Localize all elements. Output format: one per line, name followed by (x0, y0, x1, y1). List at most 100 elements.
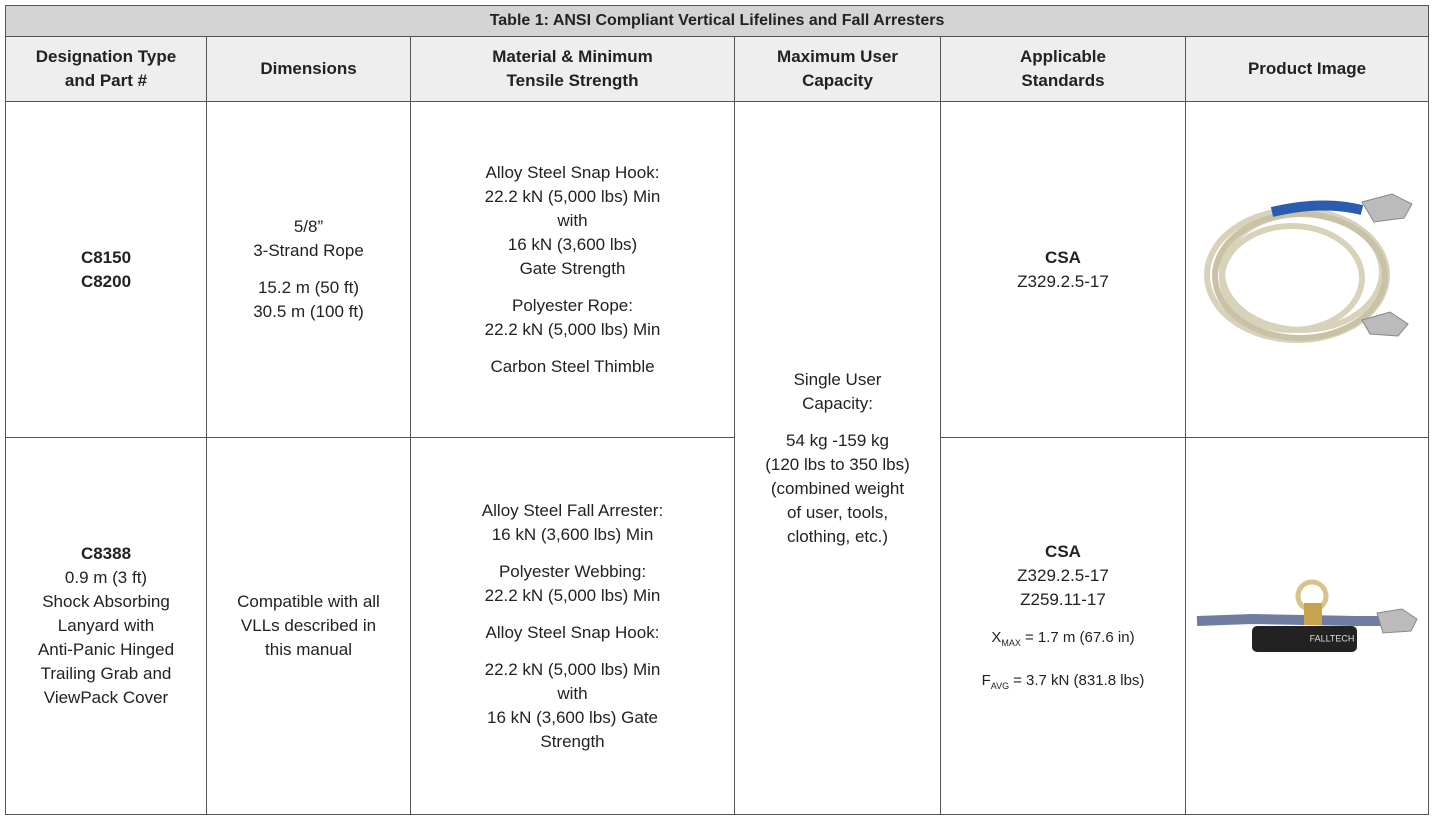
brand-label: FALLTECH (1310, 633, 1355, 643)
paragraph: Alloy Steel Snap Hook:22.2 kN (5,000 lbs… (417, 161, 728, 281)
symbol: F (982, 672, 991, 689)
text-line: Compatible with all (213, 590, 404, 614)
standard-code: Z259.11-17 (947, 588, 1179, 612)
text-line: Single User (741, 368, 934, 392)
paragraph: Carbon Steel Thimble (417, 355, 728, 379)
image-cell (1186, 102, 1429, 438)
text-line: VLLs described in (213, 614, 404, 638)
text-line: 16 kN (3,600 lbs) Gate (417, 706, 728, 730)
standard-code: Z329.2.5-17 (947, 564, 1179, 588)
symbol: X (991, 629, 1001, 646)
dimensions-cell: 5/8”3-Strand Rope 15.2 m (50 ft)30.5 m (1… (207, 102, 411, 438)
image-cell: FALLTECH (1186, 438, 1429, 815)
text-line: Trailing Grab and (12, 662, 200, 686)
paragraph: 15.2 m (50 ft)30.5 m (100 ft) (213, 276, 404, 324)
text-line: 30.5 m (100 ft) (213, 300, 404, 324)
header-line: Product Image (1192, 57, 1422, 81)
standard-body: CSA (947, 246, 1179, 270)
text-line: 54 kg -159 kg (741, 429, 934, 453)
header-line: Dimensions (213, 57, 404, 81)
text-line: Shock Absorbing (12, 590, 200, 614)
lanyard-image: FALLTECH (1192, 571, 1422, 681)
text-line: Lanyard with (12, 614, 200, 638)
text-line: Polyester Webbing: (417, 560, 728, 584)
part-number: C8200 (12, 270, 200, 294)
text-line: Anti-Panic Hinged (12, 638, 200, 662)
table-title: Table 1: ANSI Compliant Vertical Lifelin… (6, 6, 1429, 37)
paragraph: 54 kg -159 kg(120 lbs to 350 lbs)(combin… (741, 429, 934, 549)
text-line: 22.2 kN (5,000 lbs) Min (417, 584, 728, 608)
text-line: (combined weight (741, 477, 934, 501)
header-line: Applicable (947, 45, 1179, 69)
header-line: Maximum User (741, 45, 934, 69)
formula: FAVG = 3.7 kN (831.8 lbs) (947, 669, 1179, 698)
header-line: Capacity (741, 69, 934, 93)
text-line: 3-Strand Rope (213, 239, 404, 263)
text-line: Alloy Steel Fall Arrester: (417, 499, 728, 523)
standard-code: Z329.2.5-17 (947, 270, 1179, 294)
formula-value: = 1.7 m (67.6 in) (1025, 629, 1135, 646)
formula: XMAX = 1.7 m (67.6 in) (947, 626, 1179, 655)
paragraph: Polyester Rope:22.2 kN (5,000 lbs) Min (417, 294, 728, 342)
spec-table: Table 1: ANSI Compliant Vertical Lifelin… (5, 5, 1429, 815)
text-line: Gate Strength (417, 257, 728, 281)
text-line: Alloy Steel Snap Hook: (417, 161, 728, 185)
header-line: Designation Type (12, 45, 200, 69)
formula-value: = 3.7 kN (831.8 lbs) (1013, 672, 1144, 689)
text-line: with (417, 682, 728, 706)
text-line: Strength (417, 730, 728, 754)
text-line: Polyester Rope: (417, 294, 728, 318)
part-number: C8388 (12, 542, 200, 566)
text-line: 15.2 m (50 ft) (213, 276, 404, 300)
rope-image (1192, 180, 1422, 360)
text-line: with (417, 209, 728, 233)
paragraph: Alloy Steel Snap Hook: (417, 621, 728, 645)
text-line: (120 lbs to 350 lbs) (741, 453, 934, 477)
text-line: Alloy Steel Snap Hook: (417, 621, 728, 645)
material-cell: Alloy Steel Fall Arrester:16 kN (3,600 l… (411, 438, 735, 815)
header-line: Tensile Strength (417, 69, 728, 93)
subscript: MAX (1001, 638, 1021, 648)
paragraph: 5/8”3-Strand Rope (213, 215, 404, 263)
page: Table 1: ANSI Compliant Vertical Lifelin… (0, 0, 1433, 820)
text-line: Capacity: (741, 392, 934, 416)
material-cell: Alloy Steel Snap Hook:22.2 kN (5,000 lbs… (411, 102, 735, 438)
text-line: ViewPack Cover (12, 686, 200, 710)
text-line: 22.2 kN (5,000 lbs) Min (417, 318, 728, 342)
header-line: Material & Minimum (417, 45, 728, 69)
text-line: 22.2 kN (5,000 lbs) Min (417, 185, 728, 209)
text-line: 5/8” (213, 215, 404, 239)
text-line: 22.2 kN (5,000 lbs) Min (417, 658, 728, 682)
text-line: 0.9 m (3 ft) (12, 566, 200, 590)
part-number: C8150 (12, 246, 200, 270)
column-header: Dimensions (207, 37, 411, 102)
standard-body: CSA (947, 540, 1179, 564)
column-header: Product Image (1186, 37, 1429, 102)
header-line: and Part # (12, 69, 200, 93)
header-line: Standards (947, 69, 1179, 93)
text-line: this manual (213, 638, 404, 662)
paragraph: Alloy Steel Fall Arrester:16 kN (3,600 l… (417, 499, 728, 547)
text-line: 16 kN (3,600 lbs) Min (417, 523, 728, 547)
title-row: Table 1: ANSI Compliant Vertical Lifelin… (6, 6, 1429, 37)
text-line: clothing, etc.) (741, 525, 934, 549)
subscript: AVG (991, 681, 1009, 691)
paragraph: Polyester Webbing:22.2 kN (5,000 lbs) Mi… (417, 560, 728, 608)
text-line: 16 kN (3,600 lbs) (417, 233, 728, 257)
text-line: of user, tools, (741, 501, 934, 525)
